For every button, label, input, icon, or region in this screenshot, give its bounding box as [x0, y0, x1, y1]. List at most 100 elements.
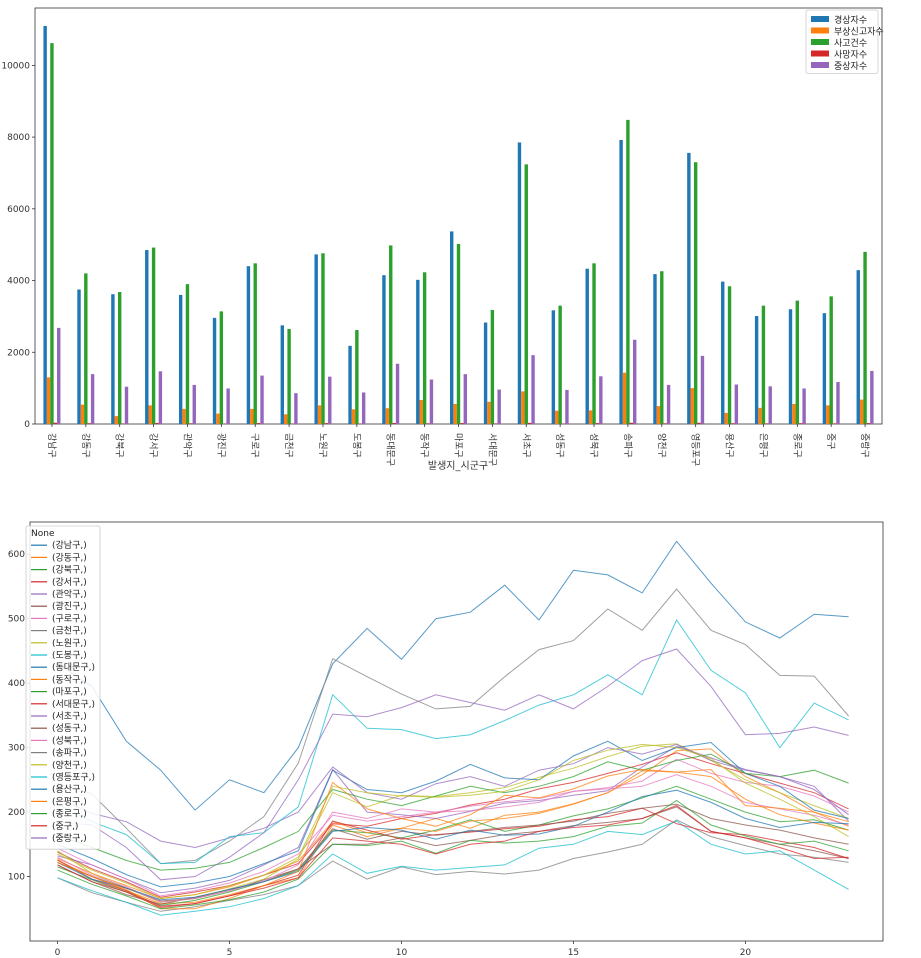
- bar-chart-bars: [43, 25, 874, 425]
- bar: [663, 423, 667, 424]
- series-line: [57, 819, 849, 912]
- bar: [494, 423, 498, 424]
- bar: [826, 405, 830, 424]
- legend-label: (용산구,): [52, 784, 87, 795]
- bar: [287, 328, 291, 424]
- bar: [555, 410, 559, 424]
- x-tick-label: 20: [740, 948, 752, 958]
- bar: [260, 375, 264, 424]
- bar: [250, 408, 254, 424]
- bar: [487, 401, 491, 424]
- series-line: [57, 743, 849, 900]
- series-line: [57, 820, 849, 916]
- bar: [859, 399, 864, 424]
- series-line: [57, 740, 849, 888]
- bar: [148, 405, 152, 424]
- bar: [558, 305, 562, 424]
- legend-label: (강동구,): [52, 552, 87, 563]
- bar: [633, 339, 637, 424]
- legend-label: (강남구,): [52, 540, 87, 551]
- bar: [795, 300, 799, 424]
- series-line: [57, 618, 849, 865]
- legend-label: 사망자수: [834, 50, 867, 61]
- bar: [121, 423, 125, 424]
- x-tick-label: 송파구: [622, 433, 633, 458]
- series-line: [57, 648, 849, 881]
- bar: [151, 247, 156, 424]
- x-tick-label: 강동구: [80, 433, 91, 458]
- series-line: [57, 768, 849, 910]
- x-tick-label: 동작구: [419, 433, 430, 458]
- bar: [524, 164, 528, 424]
- y-tick-label: 100: [8, 873, 25, 883]
- legend-label: (강서구,): [52, 577, 87, 588]
- bar: [565, 389, 569, 424]
- bar: [619, 139, 623, 424]
- bar-chart: 0 2000 4000 6000 8000 10000 강남구 강동구 강북구 강서구 관악구 광진…: [1, 7, 884, 472]
- bar: [185, 284, 190, 424]
- bar: [866, 423, 871, 424]
- legend-label: (금천구,): [52, 626, 87, 637]
- y-tick-label: 300: [8, 744, 25, 754]
- legend-label: (은평구,): [52, 796, 87, 807]
- bar: [317, 405, 322, 424]
- x-tick-label: 관악구: [181, 433, 193, 458]
- y-tick-label: 10000: [1, 61, 30, 71]
- bar: [182, 408, 186, 424]
- bar: [355, 330, 359, 424]
- x-tick-label: 강북구: [114, 433, 125, 458]
- bar: [87, 423, 91, 424]
- bar: [155, 422, 159, 424]
- series-line: [57, 774, 849, 903]
- legend-box: [25, 525, 101, 850]
- bar: [253, 263, 257, 424]
- x-tick-label: 노원구: [317, 433, 328, 458]
- bar: [666, 384, 671, 424]
- bar: [724, 412, 728, 424]
- bar: [727, 286, 732, 424]
- line-chart-series: [57, 540, 849, 916]
- legend-swatch: [811, 27, 829, 34]
- y-tick-label: 200: [8, 808, 25, 818]
- bar: [324, 423, 329, 424]
- legend-title: None: [31, 529, 55, 539]
- x-tick-label: 성동구: [554, 433, 565, 458]
- series-line: [57, 806, 849, 905]
- bar: [290, 423, 295, 424]
- bar: [90, 374, 95, 424]
- legend-label: (구로구,): [52, 613, 87, 624]
- legend-label: (동대문구,): [52, 662, 95, 673]
- bar: [328, 376, 332, 424]
- y-tick-label: 6000: [7, 205, 30, 215]
- bar: [53, 422, 58, 424]
- x-tick-label: 15: [568, 948, 579, 958]
- x-tick-label: 양천구: [656, 433, 667, 458]
- y-tick-label: 2000: [7, 348, 30, 358]
- x-tick-label: 강남구: [46, 433, 57, 458]
- bar: [561, 423, 566, 424]
- bar: [656, 406, 661, 424]
- bar: [832, 423, 837, 424]
- series-line: [57, 799, 849, 910]
- legend-label: (중랑구,): [52, 832, 87, 844]
- series-line: [57, 789, 849, 901]
- x-tick-label: 0: [55, 948, 61, 958]
- legend-label: (서초구,): [52, 711, 87, 722]
- bar: [551, 310, 556, 424]
- bar: [450, 231, 454, 424]
- bar: [389, 245, 393, 424]
- x-tick-label: 서대문구: [486, 433, 497, 466]
- legend-label: (송파구,): [52, 748, 87, 759]
- legend-label: (노원구,): [52, 638, 87, 649]
- x-tick-label: 서초구: [520, 433, 531, 458]
- bar: [497, 389, 501, 424]
- x-tick-label: 10: [396, 948, 408, 958]
- bar: [361, 392, 366, 424]
- x-tick-label: 광진구: [215, 433, 227, 458]
- y-tick-label: 4000: [7, 277, 30, 287]
- bar: [517, 142, 522, 424]
- x-tick-label: 마포구: [453, 433, 464, 458]
- bar: [395, 363, 400, 424]
- bar: [429, 379, 434, 424]
